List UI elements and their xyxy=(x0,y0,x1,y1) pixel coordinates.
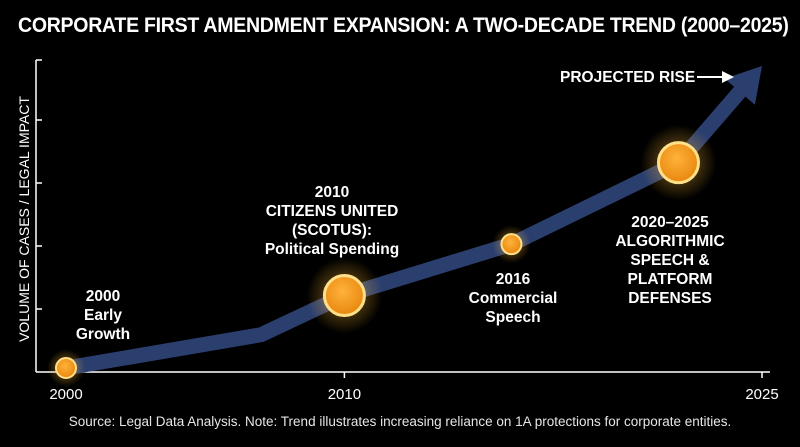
x-tick-label-2010: 2010 xyxy=(328,386,361,403)
milestone-marker-2010 xyxy=(322,274,366,318)
milestone-marker-2000 xyxy=(55,357,77,379)
x-tick-label-2025: 2025 xyxy=(745,386,778,403)
projected-rise-label: PROJECTED RISE xyxy=(560,69,695,86)
milestone-marker-2016 xyxy=(500,233,523,256)
x-tick-label-2000: 2000 xyxy=(49,386,82,403)
source-note: Source: Legal Data Analysis. Note: Trend… xyxy=(68,414,732,429)
trend-arrowhead xyxy=(724,66,762,105)
projected-rise-arrowhead xyxy=(722,71,734,83)
chart-title: CORPORATE FIRST AMENDMENT EXPANSION: A T… xyxy=(18,14,789,37)
milestone-label-2010: 2010 CITIZENS UNITED (SCOTUS): Political Sp… xyxy=(265,184,399,258)
milestone-label-2000: 2000 Early Growth xyxy=(76,288,130,343)
milestone-marker-2022 xyxy=(656,141,700,185)
milestone-label-2022: 2020–2025 ALGORITHMIC SPEECH & PLATFORM DEFE… xyxy=(615,214,724,307)
milestone-label-2016: 2016 Commercial Speech xyxy=(469,271,558,326)
